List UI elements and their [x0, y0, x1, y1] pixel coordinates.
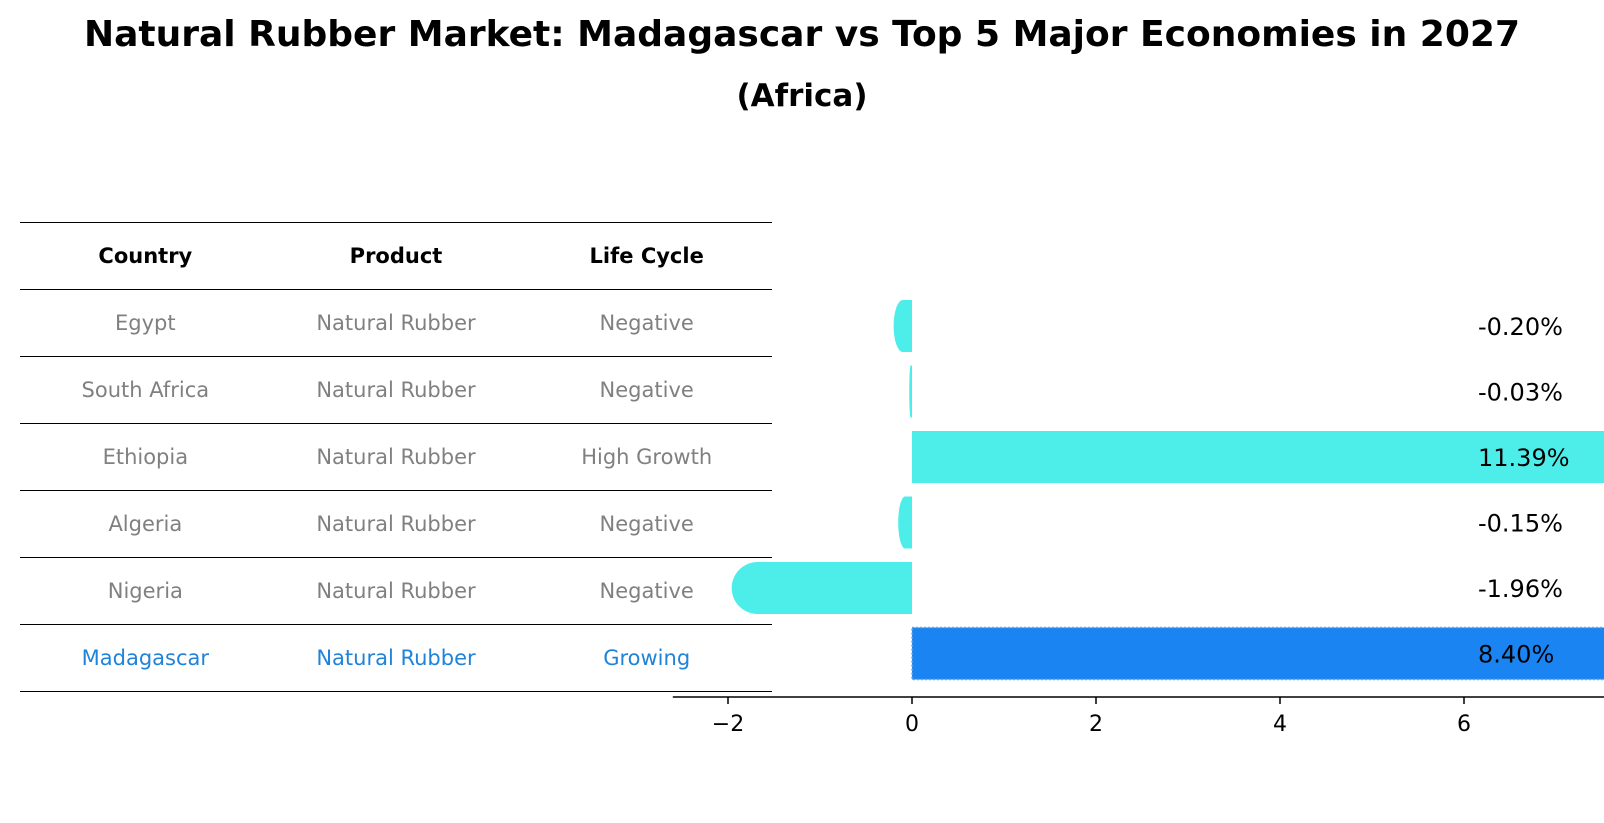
- header-life-cycle: Life Cycle: [589, 244, 704, 268]
- table-header-row: Country Product Life Cycle: [20, 222, 772, 289]
- cell-country: Madagascar: [81, 646, 210, 670]
- bar-ethiopia: [912, 431, 1604, 483]
- data-label: 8.40%: [1478, 641, 1554, 669]
- x-tick-label: −2: [712, 712, 744, 737]
- bar-madagascar: [911, 626, 1604, 681]
- table-row: Ethiopia Natural Rubber High Growth: [20, 423, 772, 490]
- cell-product: Natural Rubber: [316, 311, 476, 335]
- x-tick-label: 2: [1089, 712, 1103, 737]
- cell-country: Egypt: [115, 311, 176, 335]
- bar-egypt: [893, 300, 912, 352]
- cell-product: Natural Rubber: [316, 378, 476, 402]
- data-label: -0.03%: [1478, 379, 1563, 407]
- cell-life-cycle: Negative: [599, 579, 694, 603]
- chart-title: Natural Rubber Market: Madagascar vs Top…: [83, 14, 1520, 55]
- table-row: Egypt Natural Rubber Negative: [20, 289, 772, 356]
- cell-life-cycle: Negative: [599, 512, 694, 536]
- cell-life-cycle: Negative: [599, 311, 694, 335]
- cell-product: Natural Rubber: [316, 445, 476, 469]
- table-row-highlighted: Madagascar Natural Rubber Growing: [20, 624, 772, 692]
- cell-country: Nigeria: [107, 579, 183, 603]
- bar-algeria: [898, 496, 912, 549]
- cell-life-cycle: Growing: [603, 646, 691, 670]
- cell-product: Natural Rubber: [316, 512, 476, 536]
- chart-subtitle: (Africa): [736, 78, 868, 114]
- data-table: Country Product Life Cycle Egypt Natural…: [20, 222, 772, 692]
- data-label: -1.96%: [1478, 575, 1563, 603]
- cell-life-cycle: High Growth: [581, 445, 713, 469]
- cell-country: Ethiopia: [102, 445, 189, 469]
- table-row: South Africa Natural Rubber Negative: [20, 356, 772, 423]
- table-row: Nigeria Natural Rubber Negative: [20, 557, 772, 624]
- data-label: 11.39%: [1478, 444, 1570, 472]
- cell-country: Algeria: [108, 512, 183, 536]
- cell-product: Natural Rubber: [316, 646, 476, 670]
- header-product: Product: [349, 244, 443, 268]
- header-country: Country: [98, 244, 193, 268]
- bar-south-africa: [909, 365, 912, 418]
- table-row: Algeria Natural Rubber Negative: [20, 490, 772, 557]
- data-label: -0.20%: [1478, 313, 1563, 341]
- x-tick-label: 0: [905, 712, 919, 737]
- x-tick-label: 4: [1273, 712, 1287, 737]
- x-tick-label: 6: [1457, 712, 1471, 737]
- cell-product: Natural Rubber: [316, 579, 476, 603]
- data-label: -0.15%: [1478, 510, 1563, 538]
- cell-country: South Africa: [81, 378, 210, 402]
- bar-nigeria: [731, 562, 912, 614]
- cell-life-cycle: Negative: [599, 378, 694, 402]
